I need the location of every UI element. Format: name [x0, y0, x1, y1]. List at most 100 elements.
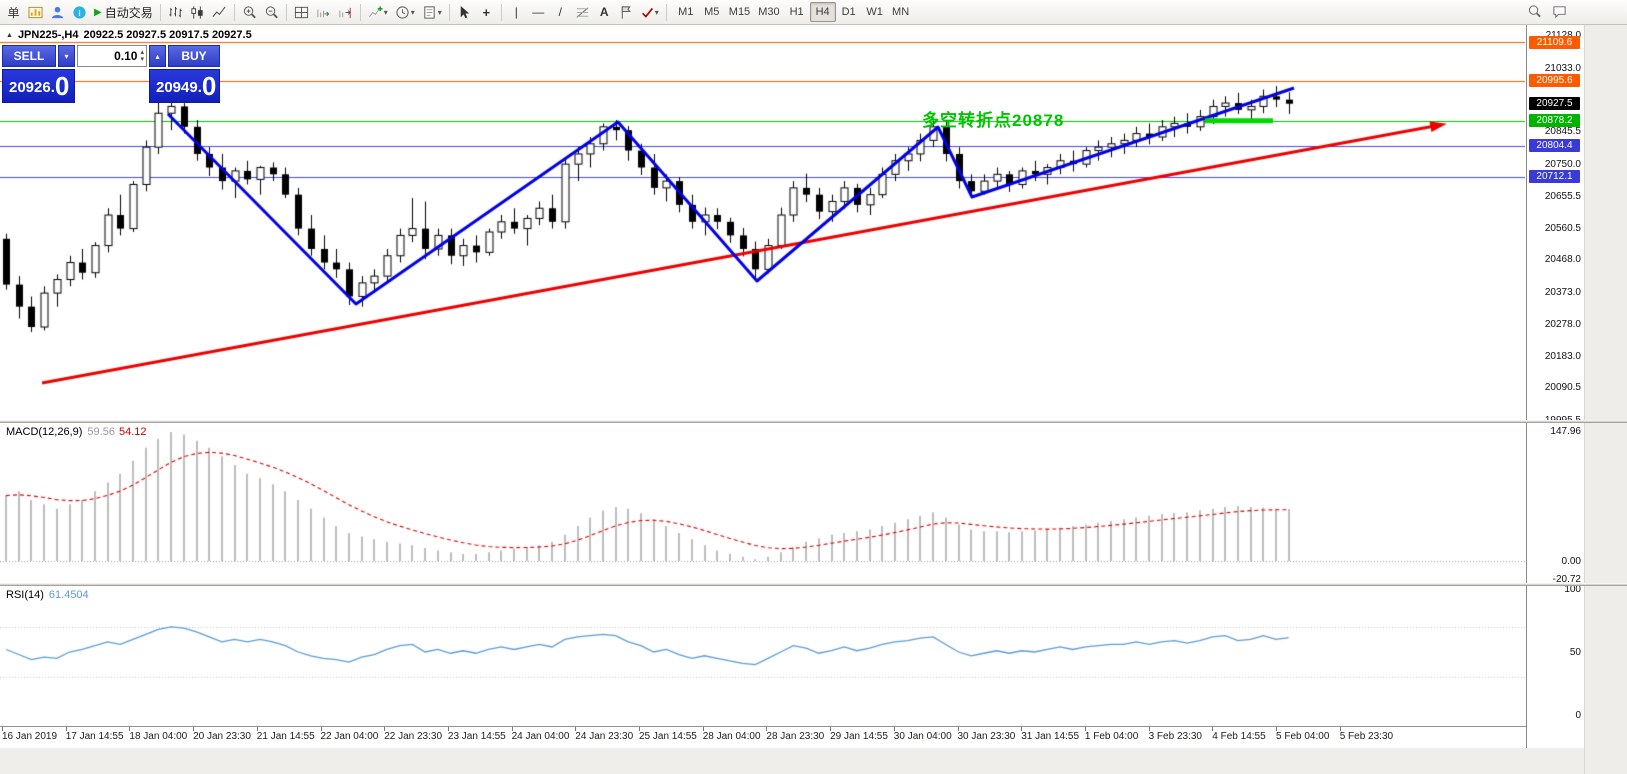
chat-button[interactable] — [1549, 1, 1570, 22]
bar-chart-icon — [168, 5, 183, 20]
timeframe-h4[interactable]: H4 — [809, 2, 836, 22]
price-tick-label: 20560.5 — [1544, 222, 1581, 234]
buy-price-big-digit: 0 — [201, 71, 217, 101]
main-chart-canvas[interactable] — [0, 25, 1525, 420]
buy-price: 20949. — [156, 79, 202, 96]
indicators-button[interactable]: ▾ — [365, 2, 391, 23]
volume-input[interactable] — [78, 49, 141, 63]
market-watch-button[interactable] — [47, 2, 68, 23]
zoom-in-button[interactable] — [239, 2, 260, 23]
price-tick-label: 20845.5 — [1544, 126, 1581, 138]
rsi-tick-label: 50 — [1569, 646, 1581, 658]
time-label: 17 Jan 14:55 — [65, 731, 124, 742]
panel-divider[interactable] — [0, 583, 1627, 586]
price-tick-label: 20750.0 — [1544, 158, 1581, 170]
bar-chart-mode-button[interactable] — [165, 2, 186, 23]
symbol-timeframe: JPN225-,H4 — [17, 29, 79, 41]
info-button[interactable]: i — [69, 2, 90, 23]
timeframe-m30[interactable]: M30 — [754, 2, 783, 22]
chevron-down-icon: ▾ — [437, 7, 442, 17]
buy-price-box[interactable]: 20949. 0 — [149, 69, 220, 103]
toolbar-separator — [448, 3, 450, 21]
timeframe-m15[interactable]: M15 — [725, 2, 754, 22]
zoom-out-button[interactable] — [261, 2, 282, 23]
volume-box: ▴▾ — [77, 45, 147, 67]
buy-button[interactable]: BUY — [168, 45, 220, 67]
sell-button[interactable]: SELL — [2, 45, 56, 67]
time-tick — [957, 727, 959, 731]
time-label: 21 Jan 14:55 — [256, 731, 315, 742]
timeframe-d1[interactable]: D1 — [836, 2, 862, 22]
rsi-panel-canvas[interactable] — [0, 586, 1525, 726]
shapes-dropdown-button[interactable]: ▾ — [638, 2, 662, 23]
time-tick — [65, 727, 67, 731]
new-chart-icon — [28, 5, 43, 20]
chart-shift-button[interactable] — [335, 2, 356, 23]
price-tick-label: 20655.5 — [1544, 190, 1581, 202]
time-tick — [1339, 727, 1341, 731]
time-label: 24 Jan 23:30 — [575, 731, 634, 742]
chevron-down-icon: ▾ — [654, 7, 659, 17]
price-tag: 20995.6 — [1529, 74, 1580, 88]
time-tick — [1212, 727, 1214, 731]
zoom-in-icon — [242, 5, 257, 20]
vertical-line-button[interactable]: | — [506, 2, 527, 23]
panel-divider[interactable] — [0, 420, 1627, 423]
volume-stepper[interactable]: ▴ ▾ — [140, 49, 146, 63]
time-label: 1 Feb 04:00 — [1084, 731, 1139, 742]
macd-main-value: 59.56 — [87, 426, 115, 438]
candlestick-mode-button[interactable] — [187, 2, 208, 23]
toolbar-separator — [233, 3, 235, 21]
macd-label: MACD(12,26,9) 59.56 54.12 — [6, 426, 146, 438]
horizontal-line-button[interactable]: — — [528, 2, 549, 23]
templates-button[interactable]: ▾ — [419, 2, 445, 23]
text-label-button[interactable] — [616, 2, 637, 23]
auto-scroll-icon — [316, 5, 331, 20]
symbol-marker-icon: ▲ — [6, 31, 13, 39]
right-edge-strip — [1584, 25, 1627, 774]
chart-shift-icon — [338, 5, 353, 20]
template-icon — [422, 5, 437, 20]
text-button[interactable]: A — [594, 2, 615, 23]
periods-button[interactable]: ▾ — [392, 2, 418, 23]
timeframe-w1[interactable]: W1 — [862, 2, 888, 22]
macd-signal-value: 54.12 — [118, 426, 147, 438]
ohlc-values: 20922.5 20927.5 20917.5 20927.5 — [83, 29, 252, 41]
auto-scroll-button[interactable] — [313, 2, 334, 23]
time-tick — [1021, 727, 1023, 731]
one-click-trading-panel: SELL ▾ ▴▾ ▴ BUY 20926.0 20949.0 — [2, 45, 220, 103]
volume-up-button[interactable]: ▴ — [149, 45, 166, 67]
timeframe-h1[interactable]: H1 — [784, 2, 810, 22]
rsi-value: 61.4504 — [48, 589, 89, 601]
tile-windows-icon — [294, 5, 309, 20]
new-order-button[interactable]: 单 — [3, 2, 24, 23]
time-label: 4 Feb 14:55 — [1212, 731, 1266, 742]
line-chart-mode-button[interactable] — [209, 2, 230, 23]
timeframe-mn[interactable]: MN — [888, 2, 914, 22]
time-label: 31 Jan 14:55 — [1021, 731, 1080, 742]
fibonacci-button[interactable] — [572, 2, 593, 23]
cursor-button[interactable] — [454, 2, 475, 23]
timeframe-m1[interactable]: M1 — [673, 2, 699, 22]
time-label: 29 Jan 14:55 — [830, 731, 888, 742]
time-label: 5 Feb 23:30 — [1339, 731, 1394, 742]
crosshair-button[interactable]: + — [476, 2, 497, 23]
tile-windows-button[interactable] — [291, 2, 312, 23]
macd-panel-canvas[interactable] — [0, 423, 1525, 583]
time-tick — [447, 727, 449, 731]
chevron-down-icon: ▾ — [383, 7, 388, 17]
time-tick — [893, 727, 895, 731]
time-tick — [1148, 727, 1150, 731]
volume-dropdown-button[interactable]: ▾ — [58, 45, 75, 67]
new-chart-button[interactable] — [25, 2, 46, 23]
timeframe-m5[interactable]: M5 — [699, 2, 725, 22]
time-axis[interactable]: 16 Jan 2019 17 Jan 14:55 18 Jan 04:00 20 Ja… — [0, 726, 1526, 748]
sell-price-box[interactable]: 20926. 0 — [2, 69, 75, 103]
macd-tick-label: 0.00 — [1561, 555, 1581, 567]
price-tick-label: 20278.0 — [1544, 318, 1581, 330]
time-label: 23 Jan 14:55 — [447, 731, 506, 742]
autotrading-label: 自动交易 — [104, 5, 153, 20]
autotrading-button[interactable]: ▶ 自动交易 — [91, 2, 156, 23]
search-button[interactable] — [1524, 1, 1545, 22]
trendline-button[interactable]: / — [550, 2, 571, 23]
